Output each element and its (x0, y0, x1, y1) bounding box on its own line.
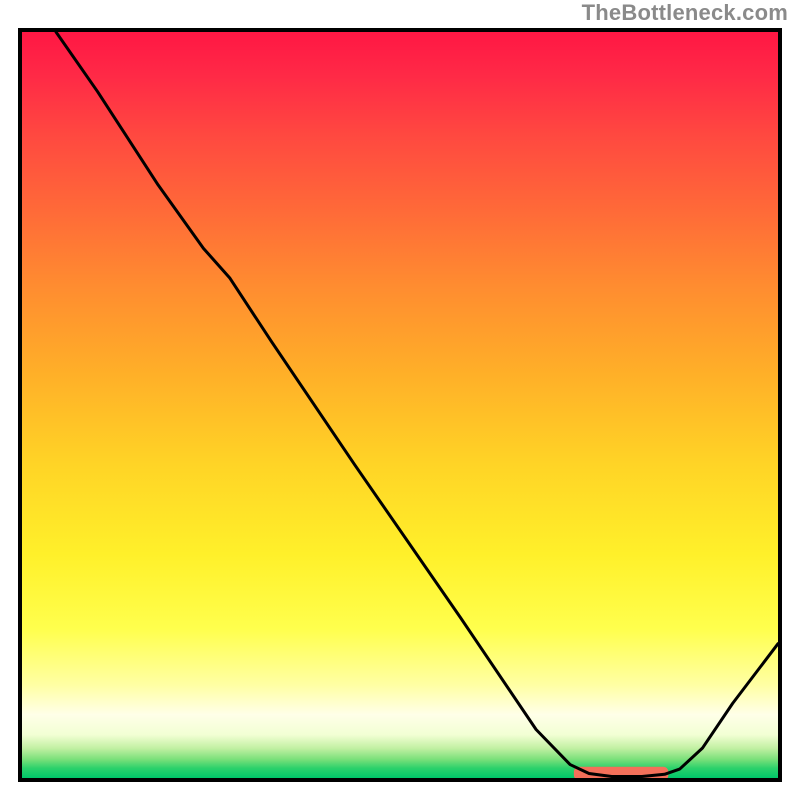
watermark-text: TheBottleneck.com (582, 0, 788, 26)
gradient-background (22, 32, 778, 778)
chart-container (18, 28, 782, 782)
gradient-line-chart (18, 28, 782, 782)
